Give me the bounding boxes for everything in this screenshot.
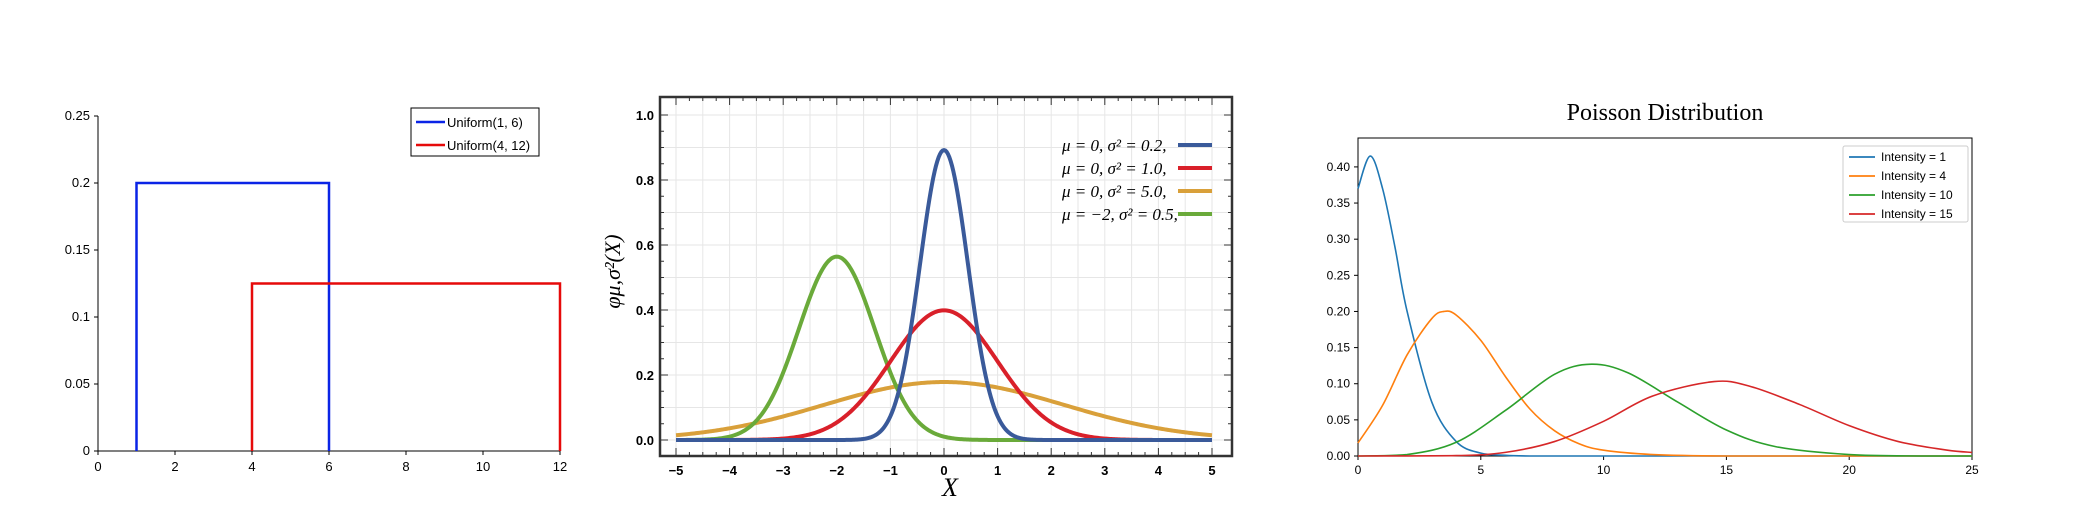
y-tick-label: 0.15 [1327,341,1351,355]
x-tick-label: −4 [722,463,738,478]
y-tick-label: 0.8 [636,173,654,188]
normal-chart: 0.0 0.2 0.4 0.6 0.8 1.0 −5 −4 −3 −2 −1 0 1 2 3 4 5 Xφμ,σ²… [600,95,1234,502]
x-tick-label: 5 [1208,463,1215,478]
y-tick-label: 0.6 [636,238,654,253]
x-tick-label: −3 [776,463,791,478]
legend-label: μ = −2, σ² = 0.5, [1061,205,1178,224]
legend-label: Intensity = 1 [1881,150,1946,164]
x-tick-label: 1 [994,463,1001,478]
legend-box [410,107,540,157]
y-tick-label: 0.30 [1327,232,1351,246]
y-tick-label: 0.05 [1327,413,1351,427]
x-tick-label: 15 [1720,463,1734,477]
x-tick-label: −1 [883,463,898,478]
series-curve [1357,310,1972,457]
x-tick-label: 25 [1965,463,1979,477]
x-tick-label: 0 [94,459,101,474]
x-axis-label: X [941,473,959,502]
y-tick-label: 0.20 [1327,304,1351,318]
y-tick-label: 1.0 [636,108,654,123]
series-line [250,282,562,451]
plot-frame [658,95,1234,458]
legend-label: Intensity = 10 [1881,188,1953,202]
x-tick-label: 2 [171,459,178,474]
x-tick-label: 10 [1597,463,1611,477]
x-tick-label: 2 [1048,463,1055,478]
x-tick-label: 0 [940,463,947,478]
y-tick-label: 0.10 [1327,377,1351,391]
y-axis-label: φμ,σ²(X) [600,234,625,308]
legend-label: Uniform(1, 6) [447,115,523,130]
x-tick-label: 12 [553,459,567,474]
x-tick-label: −5 [669,463,684,478]
legend-label: Uniform(4, 12) [447,138,530,153]
x-tick-label: 10 [476,459,490,474]
legend-box [1842,145,1969,223]
y-tick-label: 0.1 [72,309,90,324]
series-curve [675,380,1213,438]
x-tick-label: −2 [829,463,844,478]
uniform-chart: 0 0.05 0.1 0.15 0.2 0.25 0 2 4 6 8 10 12 Uniform(1, 6… [65,107,567,474]
y-tick-label: 0.0 [636,433,654,448]
series-line [135,181,331,451]
series-curve [1357,363,1972,457]
x-tick-label: 5 [1477,463,1484,477]
x-tick-label: 8 [402,459,409,474]
y-tick-label: 0.4 [636,303,655,318]
x-tick-label: 20 [1843,463,1857,477]
y-tick-label: 0.2 [636,368,654,383]
poisson-chart: Poisson Distribution 0.00 0.05 0.10 0.15 0.20… [1327,100,1979,477]
y-tick-label: 0.05 [65,376,90,391]
series-curve [1357,380,1973,457]
y-tick-label: 0.2 [72,175,90,190]
x-tick-label: 3 [1101,463,1108,478]
series-curve [676,147,1212,442]
y-tick-label: 0.25 [1327,268,1351,282]
x-tick-label: 4 [1155,463,1163,478]
x-tick-label: 0 [1355,463,1362,477]
y-tick-label: 0.25 [65,108,90,123]
x-tick-label: 6 [325,459,332,474]
y-tick-label: 0.00 [1327,449,1351,463]
legend-label: μ = 0, σ² = 1.0, [1061,159,1166,178]
legend-label: Intensity = 4 [1881,169,1946,183]
x-tick-label: 4 [248,459,255,474]
y-tick-label: 0.35 [1327,196,1351,210]
legend-label: Intensity = 15 [1881,207,1953,221]
chart-title: Poisson Distribution [1567,100,1764,126]
y-tick-label: 0.40 [1327,160,1351,174]
y-tick-label: 0.15 [65,242,90,257]
legend-label: μ = 0, σ² = 0.2, [1061,136,1166,155]
y-tick-label: 0 [83,443,90,458]
legend-label: μ = 0, σ² = 5.0, [1061,182,1166,201]
